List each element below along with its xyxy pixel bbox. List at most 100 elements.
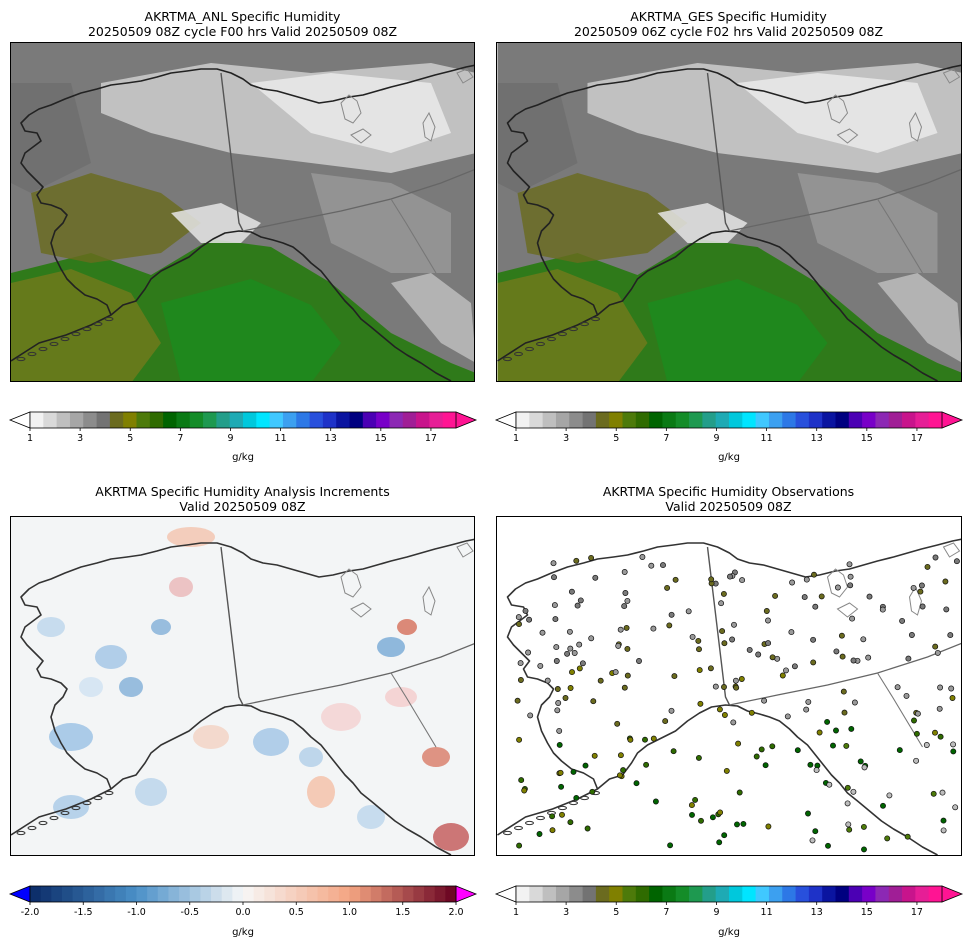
observation-point xyxy=(934,649,941,656)
colorbar-segment xyxy=(322,412,337,428)
field-coast-mountains xyxy=(391,273,474,362)
increment-blob xyxy=(37,617,65,637)
colorbar-segment xyxy=(424,886,436,902)
colorbar-extend-low xyxy=(8,885,31,903)
colorbar-tick-label: 15 xyxy=(375,433,387,444)
observation-point xyxy=(833,727,839,734)
observation-point xyxy=(947,632,954,639)
colorbar-segment xyxy=(622,412,637,428)
colorbar-segment xyxy=(609,886,623,902)
observation-point xyxy=(850,657,857,664)
colorbar-unit-inc: g/kg xyxy=(232,927,254,938)
observation-point xyxy=(698,817,704,824)
colorbar-segment xyxy=(729,886,743,902)
observation-point xyxy=(536,831,543,837)
observation-point xyxy=(712,683,719,690)
observation-point xyxy=(905,655,912,662)
colorbar-segment xyxy=(635,412,650,428)
island xyxy=(525,820,534,826)
lake-outline xyxy=(340,94,362,124)
observation-point xyxy=(765,640,772,647)
increment-field xyxy=(11,517,474,855)
colorbar-segment xyxy=(189,886,201,902)
observation-point xyxy=(522,607,529,614)
observation-point xyxy=(639,554,646,560)
colorbar-segment xyxy=(232,886,244,902)
observation-point xyxy=(717,809,724,816)
observation-point xyxy=(650,735,657,742)
observation-point xyxy=(648,562,655,569)
increment-blob xyxy=(377,637,405,657)
colorbar-segment xyxy=(157,886,169,902)
observation-point xyxy=(932,554,939,561)
observation-point xyxy=(939,789,946,796)
colorbar-frame xyxy=(29,411,457,429)
observation-point xyxy=(577,597,584,604)
colorbar-tick-label: 7 xyxy=(663,433,669,444)
colorbar-segment xyxy=(93,886,105,902)
colorbar-segment xyxy=(768,886,783,902)
island xyxy=(27,825,37,831)
observation-point xyxy=(899,617,906,624)
observation-point xyxy=(692,796,699,803)
colorbar-segment xyxy=(848,886,863,902)
observation-point xyxy=(716,706,723,713)
colorbar-extend-low xyxy=(8,411,31,429)
observation-point xyxy=(851,699,858,706)
colorbar-segment xyxy=(848,412,863,428)
country-border xyxy=(706,72,731,232)
observation-point xyxy=(824,718,831,725)
lake-outline xyxy=(422,585,436,616)
colorbar-increments: -2.0 -1.5 -1.0 -0.5 0.0 0.5 1.0 1.5 2.0 xyxy=(8,885,478,918)
colorbar-ges: 1 3 5 7 9 11 13 15 17 xyxy=(494,410,964,450)
colorbar-segment xyxy=(822,412,836,428)
colorbar-segment xyxy=(768,412,783,428)
observation-point xyxy=(650,625,657,632)
colorbar-segment xyxy=(609,412,623,428)
observation-point xyxy=(671,673,678,680)
colorbar-segment xyxy=(221,886,233,902)
map-panel-ges xyxy=(496,42,962,382)
colorbar-segment xyxy=(176,412,191,428)
observation-point xyxy=(697,700,704,707)
observation-point xyxy=(721,684,727,690)
observation-point xyxy=(846,826,853,833)
island xyxy=(503,830,512,836)
observation-point xyxy=(940,827,947,834)
observation-point xyxy=(709,814,716,821)
colorbar-segment xyxy=(715,412,730,428)
colorbar-segment xyxy=(211,886,223,902)
island xyxy=(525,346,534,352)
colorbar-segment xyxy=(822,886,836,902)
field-yukon xyxy=(797,173,938,273)
colorbar-segment xyxy=(147,886,159,902)
island xyxy=(558,331,567,337)
colorbar-segment xyxy=(582,412,597,428)
observation-point xyxy=(660,562,666,569)
colorbar-segment xyxy=(569,886,583,902)
increment-blob xyxy=(253,728,289,756)
observation-point xyxy=(689,811,695,818)
observation-point xyxy=(624,645,631,652)
observation-point xyxy=(620,767,627,774)
colorbar-segment xyxy=(729,412,743,428)
colorbar-segment xyxy=(875,412,890,428)
observation-point xyxy=(622,590,629,596)
field-west-coast xyxy=(11,83,91,193)
field-coast-mountains xyxy=(877,273,961,363)
colorbar-unit-anl: g/kg xyxy=(232,452,254,463)
geography-lines xyxy=(497,64,961,381)
colorbar-tick-label: -0.5 xyxy=(180,907,199,918)
observation-point xyxy=(923,742,930,748)
observation-point xyxy=(574,602,581,609)
observation-point xyxy=(812,603,819,610)
observation-point xyxy=(834,584,841,591)
observation-point xyxy=(568,588,575,595)
observation-point xyxy=(950,741,957,748)
observation-point xyxy=(805,810,811,817)
observation-point xyxy=(551,574,557,581)
field-west-coast xyxy=(497,83,578,193)
observation-point xyxy=(707,665,714,672)
colorbar-segment xyxy=(795,412,810,428)
observation-point xyxy=(825,842,831,849)
